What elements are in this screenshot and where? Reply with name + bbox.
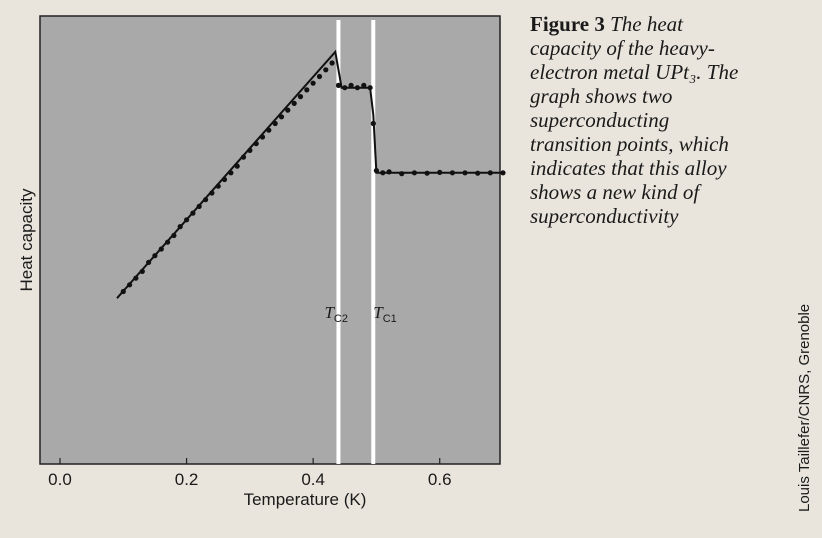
data-point [240, 154, 247, 160]
data-point [304, 87, 310, 93]
data-point [120, 288, 126, 295]
data-point [316, 73, 323, 80]
data-point [399, 171, 405, 177]
data-point [297, 94, 304, 100]
data-point [285, 107, 291, 113]
data-point [259, 134, 266, 140]
data-point [462, 170, 468, 176]
data-point [437, 169, 443, 175]
data-point [190, 210, 196, 216]
data-point [380, 170, 386, 176]
data-point [158, 246, 164, 252]
x-axis-title: Temperature (K) [244, 490, 367, 509]
data-point [475, 170, 481, 176]
data-point [348, 82, 354, 88]
data-point [152, 253, 158, 259]
data-point [203, 197, 209, 203]
data-point [146, 259, 152, 265]
data-point [266, 127, 272, 133]
x-tick-label: 0.2 [175, 470, 199, 489]
data-point [342, 85, 348, 91]
x-tick-label: 0.0 [48, 470, 72, 489]
data-point [209, 190, 215, 196]
data-point [234, 163, 240, 169]
figure-caption-text: The heat capacity of the heavy-electron … [530, 12, 739, 228]
data-point [500, 170, 506, 176]
data-point [291, 100, 297, 106]
plot-area [39, 15, 501, 465]
data-point [367, 85, 373, 91]
data-point [139, 268, 145, 274]
data-point [196, 203, 202, 209]
data-point [177, 224, 183, 230]
data-point [171, 232, 177, 239]
data-point [370, 120, 376, 127]
data-point [361, 82, 367, 88]
data-point [335, 82, 342, 88]
photo-credit: Louis Taillefer/CNRS, Grenoble [796, 303, 813, 512]
data-points-group [120, 60, 506, 295]
data-point [373, 168, 379, 174]
data-point [165, 239, 171, 245]
data-point [228, 170, 234, 176]
data-point [487, 170, 493, 176]
data-point [449, 170, 455, 176]
data-point [184, 217, 190, 223]
data-point [278, 114, 285, 120]
figure-caption: Figure 3 The heat capacity of the heavy-… [530, 12, 745, 228]
data-point [411, 170, 417, 176]
x-tick-label: 0.6 [428, 470, 452, 489]
y-axis-title: Heat capacity [17, 188, 36, 291]
data-point [354, 85, 360, 91]
data-point [221, 176, 228, 183]
data-point [247, 147, 253, 153]
data-point [424, 170, 430, 176]
transition-markers: TC2 TC1 [324, 20, 397, 464]
data-point [253, 141, 259, 147]
data-point [127, 282, 133, 288]
x-tick-label: 0.4 [301, 470, 325, 489]
data-point [272, 120, 278, 127]
data-point [386, 169, 392, 175]
data-point [310, 80, 316, 86]
data-point [133, 275, 139, 281]
data-point [323, 67, 329, 73]
figure-label: Figure 3 [530, 12, 605, 36]
data-point [329, 60, 335, 66]
x-axis-ticks: 0.0 0.2 0.4 0.6 [48, 458, 452, 489]
data-point [215, 183, 221, 189]
